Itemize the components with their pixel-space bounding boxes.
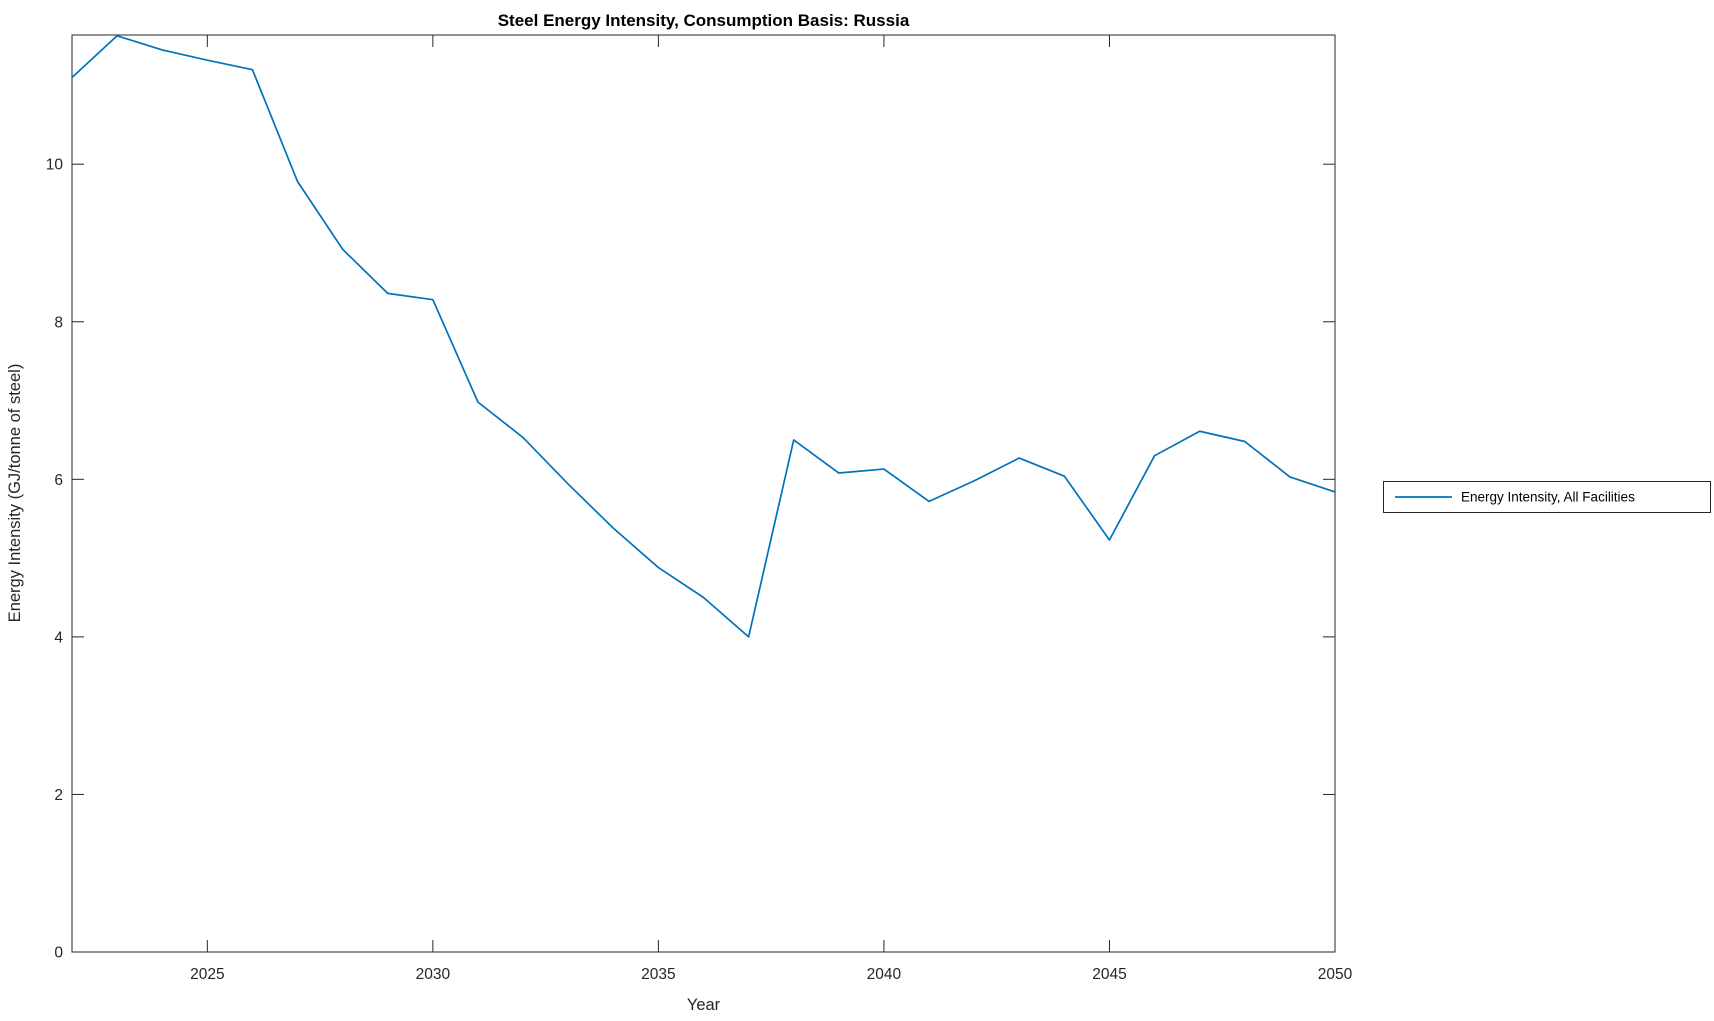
x-tick-label: 2035 bbox=[641, 966, 675, 983]
y-tick-label: 6 bbox=[54, 472, 63, 489]
x-tick-labels: 2025 2030 2035 2040 2045 2050 bbox=[190, 966, 1353, 983]
legend-label: Energy Intensity, All Facilities bbox=[1461, 490, 1635, 505]
y-tick-label: 8 bbox=[54, 314, 63, 331]
x-tick-label: 2050 bbox=[1318, 966, 1353, 983]
y-tick-labels: 0 2 4 6 8 10 bbox=[46, 157, 64, 962]
x-tick-label: 2030 bbox=[416, 966, 451, 983]
x-tick-label: 2025 bbox=[190, 966, 224, 983]
chart-title: Steel Energy Intensity, Consumption Basi… bbox=[498, 11, 910, 30]
axis-ticks bbox=[72, 35, 1336, 953]
x-tick-label: 2040 bbox=[867, 966, 902, 983]
x-axis-label: Year bbox=[687, 996, 721, 1014]
energy-intensity-line bbox=[71, 34, 1336, 638]
legend: Energy Intensity, All Facilities bbox=[1383, 481, 1711, 513]
y-tick-label: 10 bbox=[46, 157, 64, 174]
y-axis-label: Energy Intensity (GJ/tonne of steel) bbox=[6, 364, 24, 623]
y-tick-label: 0 bbox=[54, 945, 63, 962]
y-tick-label: 4 bbox=[54, 629, 63, 646]
plot-box bbox=[71, 34, 1336, 953]
y-tick-label: 2 bbox=[54, 787, 63, 804]
x-tick-label: 2045 bbox=[1092, 966, 1126, 983]
